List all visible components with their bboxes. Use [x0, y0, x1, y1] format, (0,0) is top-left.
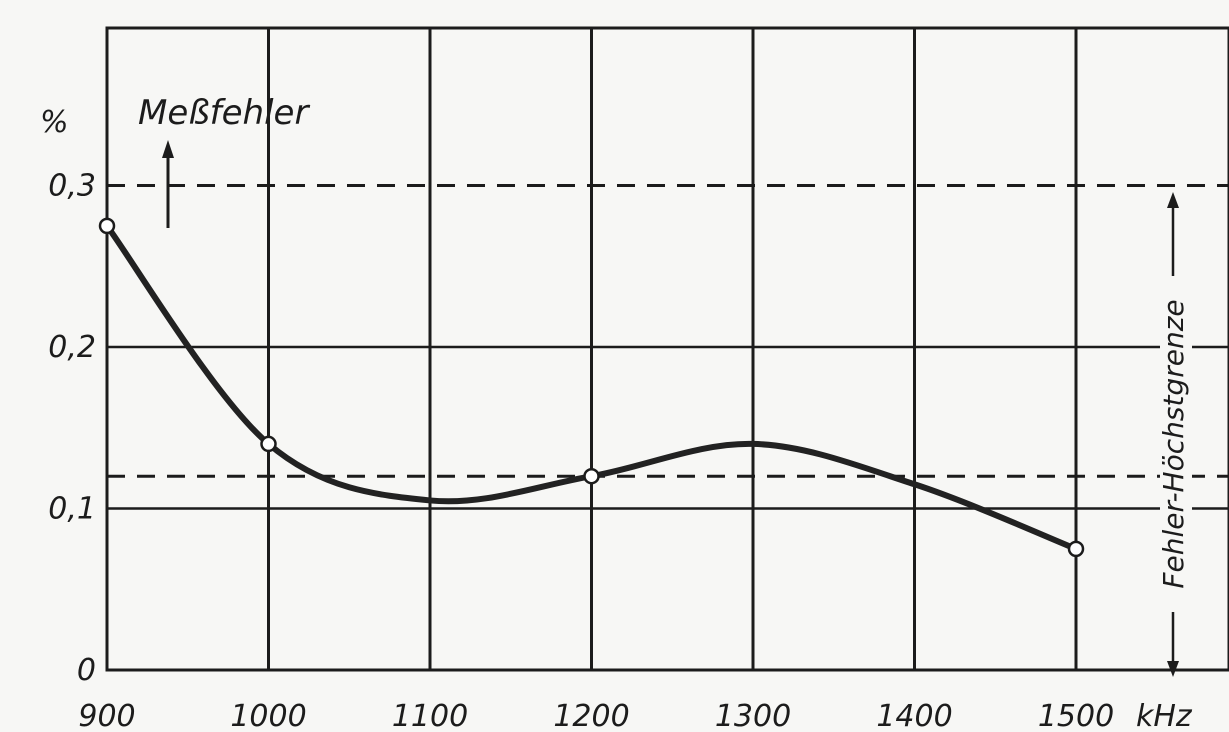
curve-group — [104, 222, 1079, 552]
limit-annotation: Fehler-Höchstgrenze — [1157, 299, 1190, 588]
data-point-marker — [260, 435, 277, 453]
data-point-marker — [1067, 540, 1085, 558]
y-tick-labels: 0 0,1 0,2 0,3 — [48, 169, 96, 689]
x-tick-label: 1500 — [1038, 699, 1114, 732]
x-tick-labels: 900 1000 1100 1200 1300 1400 1500 — [78, 699, 1114, 732]
x-tick-label: 1300 — [715, 699, 791, 732]
x-tick-label: 1000 — [230, 699, 306, 732]
reference-lines — [107, 184, 1229, 478]
data-point-marker — [98, 217, 116, 235]
error-curve — [104, 222, 1079, 552]
y-unit-label: % — [40, 105, 69, 140]
y-tick-label: 0,3 — [48, 169, 96, 204]
y-axis-arrow — [162, 140, 174, 228]
y-tick-label: 0 — [77, 653, 96, 688]
x-tick-label: 1100 — [392, 699, 468, 732]
x-tick-label: 1200 — [553, 699, 629, 732]
y-tick-label: 0,1 — [48, 492, 96, 527]
annotation-background — [1160, 280, 1192, 610]
plot-frame — [105, 26, 1229, 672]
y-axis-title: Meßfehler — [138, 93, 310, 133]
x-unit-label: kHz — [1136, 699, 1193, 732]
marker-group — [98, 217, 1085, 558]
grid — [105, 26, 1229, 672]
limit-arrow — [1167, 192, 1179, 677]
x-tick-label: 1400 — [876, 699, 952, 732]
data-point-marker — [583, 467, 600, 485]
y-tick-label: 0,2 — [48, 330, 96, 365]
x-tick-label: 900 — [78, 699, 135, 732]
